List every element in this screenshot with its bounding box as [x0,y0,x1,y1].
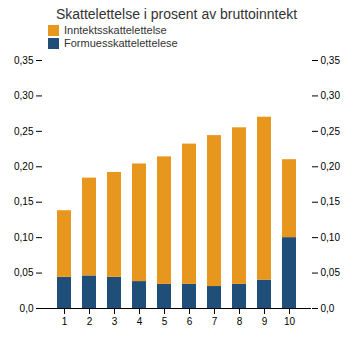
svg-text:10: 10 [284,316,296,327]
svg-text:0,30: 0,30 [14,90,34,101]
svg-text:0,15: 0,15 [14,196,34,207]
html-text:Inntektsskattelettelse: Inntektsskattelettelse [64,24,167,36]
svg-text:0,25: 0,25 [321,126,341,137]
html-text:Formuesskattelettelese: Formuesskattelettelese [64,37,178,49]
svg-text:0,15: 0,15 [321,196,341,207]
svg-text:0,05: 0,05 [321,267,341,278]
svg-text:0,25: 0,25 [14,126,34,137]
svg-text:7: 7 [212,316,218,327]
html-text:Skattelettelse i prosent av br: Skattelettelse i prosent av bruttoinntek… [55,6,298,22]
svg-text:0,10: 0,10 [321,232,341,243]
svg-text:0,35: 0,35 [321,55,341,66]
svg-text:0,20: 0,20 [321,161,341,172]
svg-text:0,0: 0,0 [20,303,34,314]
svg-text:8: 8 [237,316,243,327]
svg-text:6: 6 [187,316,193,327]
svg-text:0,10: 0,10 [14,232,34,243]
svg-text:4: 4 [137,316,143,327]
svg-text:9: 9 [262,316,268,327]
svg-text:1: 1 [62,316,68,327]
svg-text:0,20: 0,20 [14,161,34,172]
svg-text:0,30: 0,30 [321,90,341,101]
svg-text:3: 3 [112,316,118,327]
svg-text:5: 5 [162,316,168,327]
svg-text:0,05: 0,05 [14,267,34,278]
svg-text:2: 2 [87,316,93,327]
svg-text:0,35: 0,35 [14,55,34,66]
svg-text:0,0: 0,0 [321,303,335,314]
